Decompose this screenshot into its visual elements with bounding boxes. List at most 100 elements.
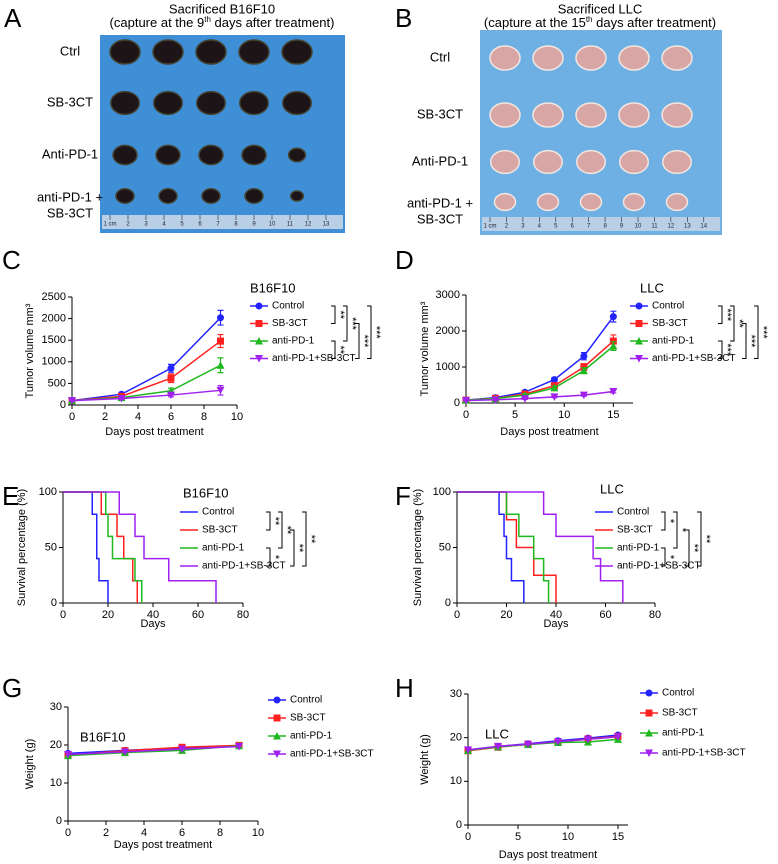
significance-bracket [367,305,372,359]
marker [217,337,224,345]
marker [554,738,562,746]
series-line [63,491,109,603]
x-tick-label: 20 [102,609,114,621]
significance-label: ** [269,517,281,526]
tumor [158,188,178,204]
ruler-label: 1 cm [483,224,496,230]
photo-background [100,35,345,233]
significance-bracket [754,305,759,359]
legend-label: Control [617,507,649,518]
series-line [465,345,614,401]
marker [609,387,618,396]
marker [579,366,588,375]
series-line [467,736,619,751]
legend-label: Control [290,695,322,706]
tumor [661,102,693,128]
y-axis-label: Tumor volume mm³ [24,303,36,398]
ruler-label: 11 [287,222,294,228]
legend-marker [635,320,643,327]
ruler-label: 1 cm [103,222,116,228]
y-axis-label: Survival percentage (%) [412,489,424,606]
ruler-label: 5 [180,222,184,228]
y-tick-label: 50 [45,541,57,553]
tumor [489,45,521,71]
legend-label: anti-PD-1 [202,543,245,554]
y-tick-label: 30 [50,701,62,713]
significance-bracket [661,511,666,531]
y-tick-label: 20 [50,739,62,751]
x-tick-label: 2 [102,411,108,423]
legend-label: SB-3CT [202,525,238,536]
marker [464,746,472,754]
legend-label: anti-PD-1 [652,336,695,347]
legend-label: SB-3CT [617,525,653,536]
x-tick-label: 40 [147,609,159,621]
y-tick-label: 2000 [436,325,460,337]
significance-label: ** [733,319,745,328]
series-line [71,317,222,402]
x-tick-label: 60 [192,609,204,621]
tumor [532,45,564,71]
x-tick-label: 0 [463,409,469,421]
row-label: SB-3CT [47,205,93,220]
tumor [153,90,183,116]
tumor [239,90,269,116]
y-tick-label: 500 [48,377,66,389]
subtitle-part: (capture at the 15 [484,15,586,30]
y-tick-label: 10 [450,775,462,787]
legend-marker [645,689,653,697]
tumor [533,149,563,175]
ruler [482,217,720,231]
tumor [662,149,692,175]
y-tick-label: 0 [60,399,66,411]
y-tick-label: 10 [50,777,62,789]
legend-marker [273,750,281,758]
significance-label: ** [700,535,712,544]
chart-label: B16F10 [250,280,296,295]
significance-label: *** [745,335,757,349]
legend-label: anti-PD-1+SB-3CT [202,561,286,572]
x-axis-label: Days [543,618,569,630]
marker [216,361,225,369]
tumor [619,149,649,175]
ruler-label: 10 [635,224,642,230]
legend-marker [645,749,653,757]
legend-label: anti-PD-1 [272,336,315,347]
significance-bracket [355,323,360,359]
marker [217,314,224,322]
tumor [618,45,650,71]
legend-marker [255,302,263,310]
legend-label: SB-3CT [662,708,698,719]
legend-marker [273,714,281,722]
significance-label: *** [370,326,382,340]
significance-bracket [718,305,723,324]
panel-letter: F [395,481,411,511]
legend-marker [645,729,653,737]
tumor [110,90,140,116]
legend-marker [645,709,653,717]
y-axis-label: Survival percentage (%) [16,489,28,606]
x-tick-label: 10 [562,831,574,843]
x-tick-label: 0 [65,827,71,839]
x-tick-label: 80 [237,609,249,621]
x-tick-label: 8 [217,827,223,839]
y-tick-label: 100 [39,486,57,498]
tumor [575,45,607,71]
significance-label: ** [334,310,346,319]
ruler-label: 4 [538,224,542,230]
ruler-label: 3 [521,224,525,230]
significance-bracket [673,511,678,549]
x-tick-label: 4 [135,411,141,423]
y-axis-label: Weight (g) [24,739,36,790]
series-line [63,491,143,603]
row-label: Ctrl [60,43,80,58]
subtitle-part: days after treatment) [593,15,717,30]
x-axis-label: Days post treatment [500,426,598,438]
legend-label: anti-PD-1+SB-3CT [652,353,736,364]
legend-label: anti-PD-1 [617,543,660,554]
tumor [489,102,521,128]
tumor [622,192,646,212]
legend-marker [255,355,263,363]
legend-label: anti-PD-1+SB-3CT [617,561,701,572]
marker [550,376,558,384]
